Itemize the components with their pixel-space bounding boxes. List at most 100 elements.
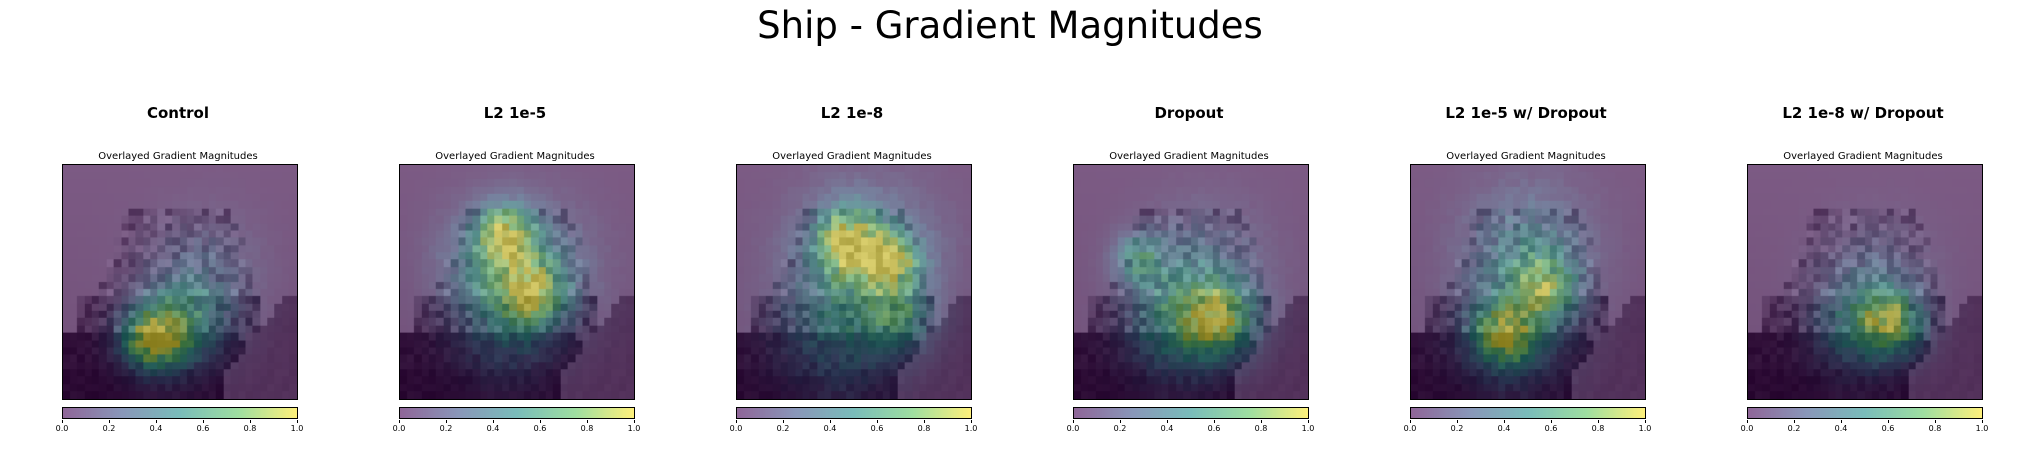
colorbar-tick [1794,420,1795,423]
colorbar-tick-label: 0.2 [102,424,116,433]
colorbar-axis: 0.0 0.2 0.4 0.6 0.8 1.0 [1067,420,1314,438]
colorbar-tick [924,420,925,423]
colorbar-tick-label: 0.8 [1591,424,1605,433]
colorbar-tick-label: 0.2 [439,424,453,433]
colorbar-tick [1598,420,1599,423]
colorbar-tick [203,420,204,423]
panel-dropout: Dropout Overlayed Gradient Magnitudes 0.… [1029,100,1349,440]
panel-l2-1e-5-dropout: L2 1e-5 w/ Dropout Overlayed Gradient Ma… [1366,100,1686,440]
panel-title: L2 1e-8 [820,104,884,122]
colorbar-tick-label: 0.0 [392,424,406,433]
colorbar-axis: 0.0 0.2 0.4 0.6 0.8 1.0 [1741,420,1988,438]
colorbar-tick-label: 0.4 [149,424,163,433]
figure-suptitle: Ship - Gradient Magnitudes [757,4,1263,47]
panel-l2-1e-5: L2 1e-5 Overlayed Gradient Magnitudes 0.… [355,100,675,440]
colorbar-tick-label: 1.0 [964,424,978,433]
colorbar-tick-label: 0.4 [1160,424,1174,433]
colorbar-tick [877,420,878,423]
colorbar-axis: 0.0 0.2 0.4 0.6 0.8 1.0 [56,420,303,438]
heatmap-image [1410,164,1646,400]
heatmap-image [399,164,635,400]
colorbar-tick-label: 0.6 [870,424,884,433]
panel-title: Dropout [1154,104,1224,122]
colorbar-tick [446,420,447,423]
heatmap-image [736,164,972,400]
colorbar-tick-label: 0.4 [1497,424,1511,433]
colorbar-tick [736,420,737,423]
colorbar-tick [1841,420,1842,423]
colorbar-tick [1261,420,1262,423]
colorbar [62,407,298,419]
colorbar [399,407,635,419]
colorbar-tick-label: 0.4 [1834,424,1848,433]
heatmap-image [62,164,298,400]
colorbar-tick-label: 0.0 [729,424,743,433]
colorbar-tick-label: 1.0 [627,424,641,433]
colorbar-tick [62,420,63,423]
colorbar-tick [1982,420,1983,423]
panel-title: Control [146,104,209,122]
colorbar-tick [250,420,251,423]
colorbar-tick [1645,420,1646,423]
panel-title: L2 1e-8 w/ Dropout [1782,104,1944,122]
colorbar-tick [1308,420,1309,423]
colorbar [736,407,972,419]
colorbar-tick-label: 0.6 [1881,424,1895,433]
colorbar-tick [156,420,157,423]
colorbar-tick-label: 1.0 [290,424,304,433]
colorbar-tick [493,420,494,423]
colorbar-tick-label: 0.2 [1450,424,1464,433]
colorbar-tick [1073,420,1074,423]
colorbar-tick-label: 0.8 [243,424,257,433]
colorbar-tick [1410,420,1411,423]
panel-title: L2 1e-5 w/ Dropout [1445,104,1607,122]
colorbar-axis: 0.0 0.2 0.4 0.6 0.8 1.0 [393,420,640,438]
colorbar-tick-label: 0.0 [55,424,69,433]
colorbar-tick [297,420,298,423]
colorbar-tick [830,420,831,423]
colorbar-tick [399,420,400,423]
heatmap-image [1073,164,1309,400]
colorbar-tick-label: 0.8 [580,424,594,433]
colorbar [1747,407,1983,419]
colorbar-tick-label: 0.0 [1066,424,1080,433]
colorbar-tick-label: 0.0 [1403,424,1417,433]
colorbar-tick-label: 0.2 [1113,424,1127,433]
colorbar-tick [1120,420,1121,423]
colorbar-tick [587,420,588,423]
colorbar-tick-label: 0.6 [1544,424,1558,433]
colorbar-tick [1551,420,1552,423]
colorbar-tick-label: 0.8 [1928,424,1942,433]
panel-subtitle: Overlayed Gradient Magnitudes [772,151,932,162]
colorbar-tick [1935,420,1936,423]
colorbar [1410,407,1646,419]
colorbar-tick-label: 1.0 [1638,424,1652,433]
colorbar [1073,407,1309,419]
colorbar-tick-label: 0.8 [917,424,931,433]
colorbar-tick-label: 0.2 [1787,424,1801,433]
colorbar-tick [1167,420,1168,423]
panel-subtitle: Overlayed Gradient Magnitudes [98,151,258,162]
panel-subtitle: Overlayed Gradient Magnitudes [1446,151,1606,162]
colorbar-tick [540,420,541,423]
colorbar-tick [1457,420,1458,423]
heatmap-image [1747,164,1983,400]
colorbar-tick-label: 1.0 [1301,424,1315,433]
colorbar-tick [971,420,972,423]
colorbar-tick [1888,420,1889,423]
colorbar-tick-label: 0.4 [823,424,837,433]
colorbar-tick-label: 0.0 [1740,424,1754,433]
colorbar-tick-label: 0.8 [1254,424,1268,433]
colorbar-tick-label: 1.0 [1975,424,1989,433]
colorbar-tick-label: 0.2 [776,424,790,433]
colorbar-axis: 0.0 0.2 0.4 0.6 0.8 1.0 [730,420,977,438]
colorbar-tick [1214,420,1215,423]
colorbar-tick-label: 0.6 [196,424,210,433]
colorbar-tick-label: 0.6 [533,424,547,433]
colorbar-tick-label: 0.6 [1207,424,1221,433]
colorbar-tick [1504,420,1505,423]
panel-subtitle: Overlayed Gradient Magnitudes [1783,151,1943,162]
panel-control: Control Overlayed Gradient Magnitudes 0.… [18,100,338,440]
colorbar-tick [1747,420,1748,423]
panel-subtitle: Overlayed Gradient Magnitudes [435,151,595,162]
